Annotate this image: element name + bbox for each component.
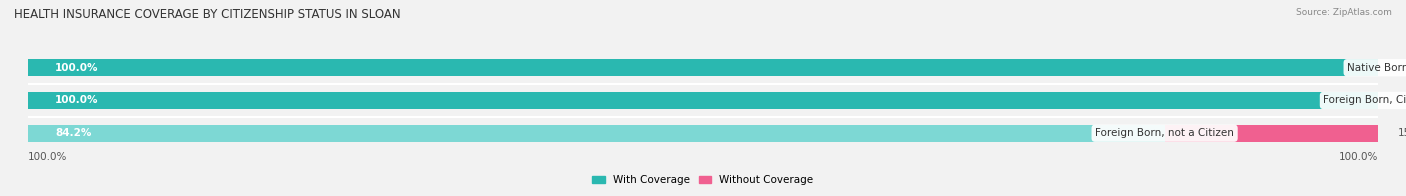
Text: 100.0%: 100.0% <box>1339 152 1378 162</box>
Bar <box>28 125 1378 142</box>
Text: Foreign Born, Citizen: Foreign Born, Citizen <box>1323 95 1406 105</box>
Bar <box>28 125 1164 142</box>
Text: Source: ZipAtlas.com: Source: ZipAtlas.com <box>1296 8 1392 17</box>
Text: Native Born: Native Born <box>1347 63 1406 73</box>
Text: 100.0%: 100.0% <box>28 152 67 162</box>
Legend: With Coverage, Without Coverage: With Coverage, Without Coverage <box>588 171 818 189</box>
Bar <box>28 92 1378 109</box>
Text: Foreign Born, not a Citizen: Foreign Born, not a Citizen <box>1095 128 1234 138</box>
Text: 15.8%: 15.8% <box>1398 128 1406 138</box>
Bar <box>1164 125 1378 142</box>
Bar <box>28 59 1378 76</box>
Text: HEALTH INSURANCE COVERAGE BY CITIZENSHIP STATUS IN SLOAN: HEALTH INSURANCE COVERAGE BY CITIZENSHIP… <box>14 8 401 21</box>
Bar <box>28 59 1378 76</box>
Text: 100.0%: 100.0% <box>55 95 98 105</box>
Text: 84.2%: 84.2% <box>55 128 91 138</box>
Bar <box>28 92 1378 109</box>
Text: 100.0%: 100.0% <box>55 63 98 73</box>
